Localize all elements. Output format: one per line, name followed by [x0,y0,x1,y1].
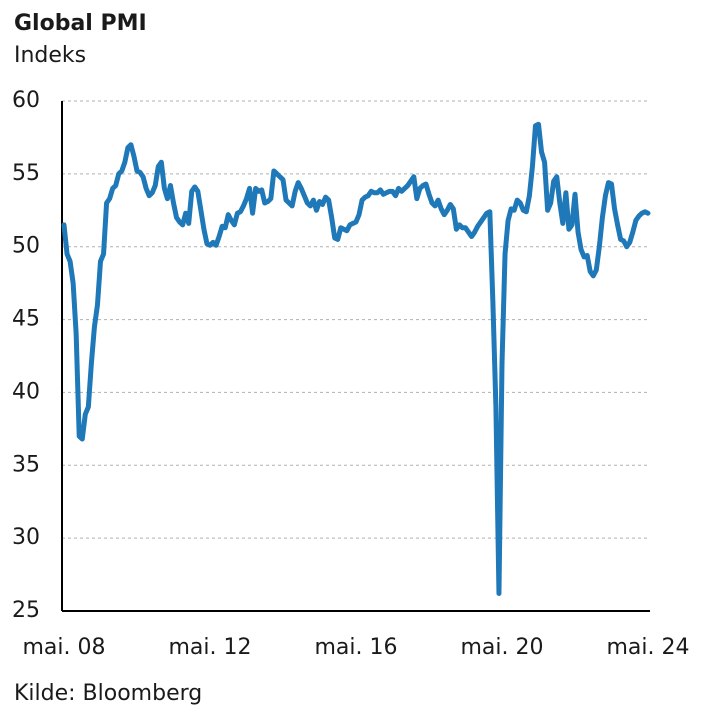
chart-subtitle: Indeks [14,43,86,68]
x-tick-label: mai. 08 [22,635,105,660]
y-tick-label: 50 [12,234,40,259]
y-tick-label: 55 [12,161,40,186]
source-note: Kilde: Bloomberg [14,681,202,706]
x-tick-label: mai. 20 [460,635,543,660]
y-tick-label: 30 [12,525,40,550]
x-tick-label: mai. 24 [606,635,689,660]
y-tick-label: 60 [12,88,40,113]
y-tick-label: 25 [12,598,40,623]
y-tick-label: 35 [12,452,40,477]
x-tick-label: mai. 12 [168,635,251,660]
y-tick-label: 45 [12,307,40,332]
y-tick-label: 40 [12,379,40,404]
x-tick-label: mai. 16 [314,635,397,660]
chart-title: Global PMI [14,11,147,36]
data-line [61,121,651,597]
